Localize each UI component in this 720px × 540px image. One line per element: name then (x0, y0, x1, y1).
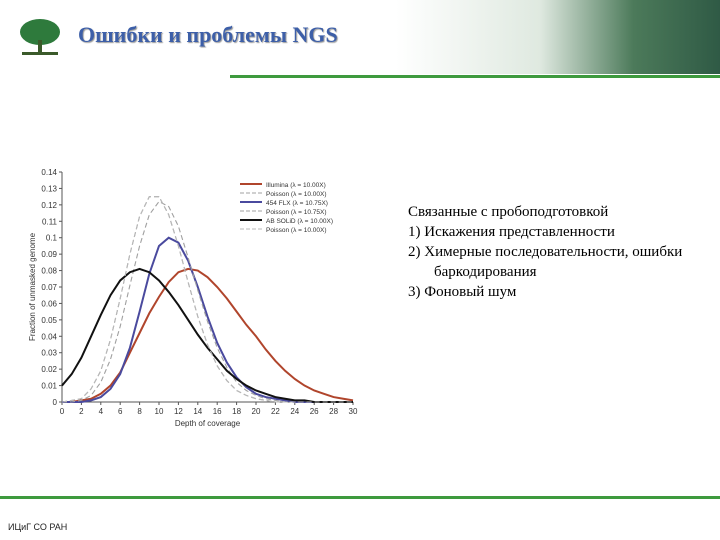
x-tick-label: 12 (174, 407, 183, 416)
y-tick-label: 0.09 (41, 250, 57, 259)
logo (20, 19, 60, 55)
legend-label: Poisson (λ = 10.00X) (266, 191, 327, 198)
x-tick-label: 18 (232, 407, 241, 416)
legend-label: Illumina (λ = 10.00X) (266, 182, 326, 189)
y-tick-label: 0.08 (41, 267, 57, 276)
y-tick-label: 0.07 (41, 283, 57, 292)
text-heading: Связанные с пробоподготовкой (408, 204, 609, 220)
header-band: Ошибки и проблемы NGS (0, 0, 720, 74)
list-item: 1) Искажения представленности (408, 224, 615, 240)
y-tick-label: 0.01 (41, 382, 57, 391)
y-tick-label: 0.11 (42, 217, 58, 226)
y-tick-label: 0.12 (41, 201, 57, 210)
x-tick-label: 26 (310, 407, 319, 416)
y-tick-label: 0.03 (41, 349, 57, 358)
x-tick-label: 24 (290, 407, 299, 416)
x-tick-label: 6 (118, 407, 123, 416)
y-axis-label: Fraction of unmasked genome (28, 232, 37, 341)
line (61, 267, 353, 403)
legend-label: Poisson (λ = 10.00X) (266, 227, 327, 234)
y-tick-label: 0.13 (41, 184, 57, 193)
legend-label: AB SOLiD (λ = 10.00X) (266, 218, 333, 225)
x-tick-label: 22 (271, 407, 280, 416)
line (62, 200, 353, 403)
y-tick-label: 0.06 (41, 299, 57, 308)
x-tick-label: 20 (252, 407, 261, 416)
x-tick-label: 0 (60, 407, 65, 416)
y-tick-label: 0 (53, 398, 58, 407)
x-tick-label: 28 (329, 407, 338, 416)
x-axis-label: Depth of coverage (175, 419, 241, 428)
list-item: 3) Фоновый шум (408, 284, 517, 300)
line (62, 236, 353, 403)
y-tick-label: 0.1 (46, 234, 58, 243)
y-tick-label: 0.14 (41, 168, 57, 177)
divider (0, 496, 720, 499)
legend-label: 454 FLX (λ = 10.75X) (266, 200, 328, 207)
list-item: 2) Химерные последовательности, ошибки б… (408, 244, 683, 280)
x-tick-label: 2 (79, 407, 84, 416)
x-tick-label: 16 (213, 407, 222, 416)
line (62, 267, 354, 403)
x-tick-label: 14 (193, 407, 202, 416)
y-tick-label: 0.05 (41, 316, 57, 325)
text-block: Связанные с пробоподготовкой 1) Искажени… (408, 202, 720, 302)
divider (230, 75, 720, 78)
x-tick-label: 30 (349, 407, 358, 416)
y-tick-label: 0.04 (41, 332, 57, 341)
legend-label: Poisson (λ = 10.75X) (266, 209, 327, 216)
footer: ИЦиГ СО РАН (8, 522, 68, 532)
x-tick-label: 8 (137, 407, 142, 416)
y-tick-label: 0.02 (41, 365, 57, 374)
x-tick-label: 10 (155, 407, 164, 416)
x-tick-label: 4 (99, 407, 104, 416)
line (61, 196, 353, 403)
chart: 0 0.01 0.02 0.03 0.04 0.05 0.06 0.07 0.08 0.09 0.1… (28, 168, 358, 428)
slide-title: Ошибки и проблемы NGS (78, 22, 338, 47)
